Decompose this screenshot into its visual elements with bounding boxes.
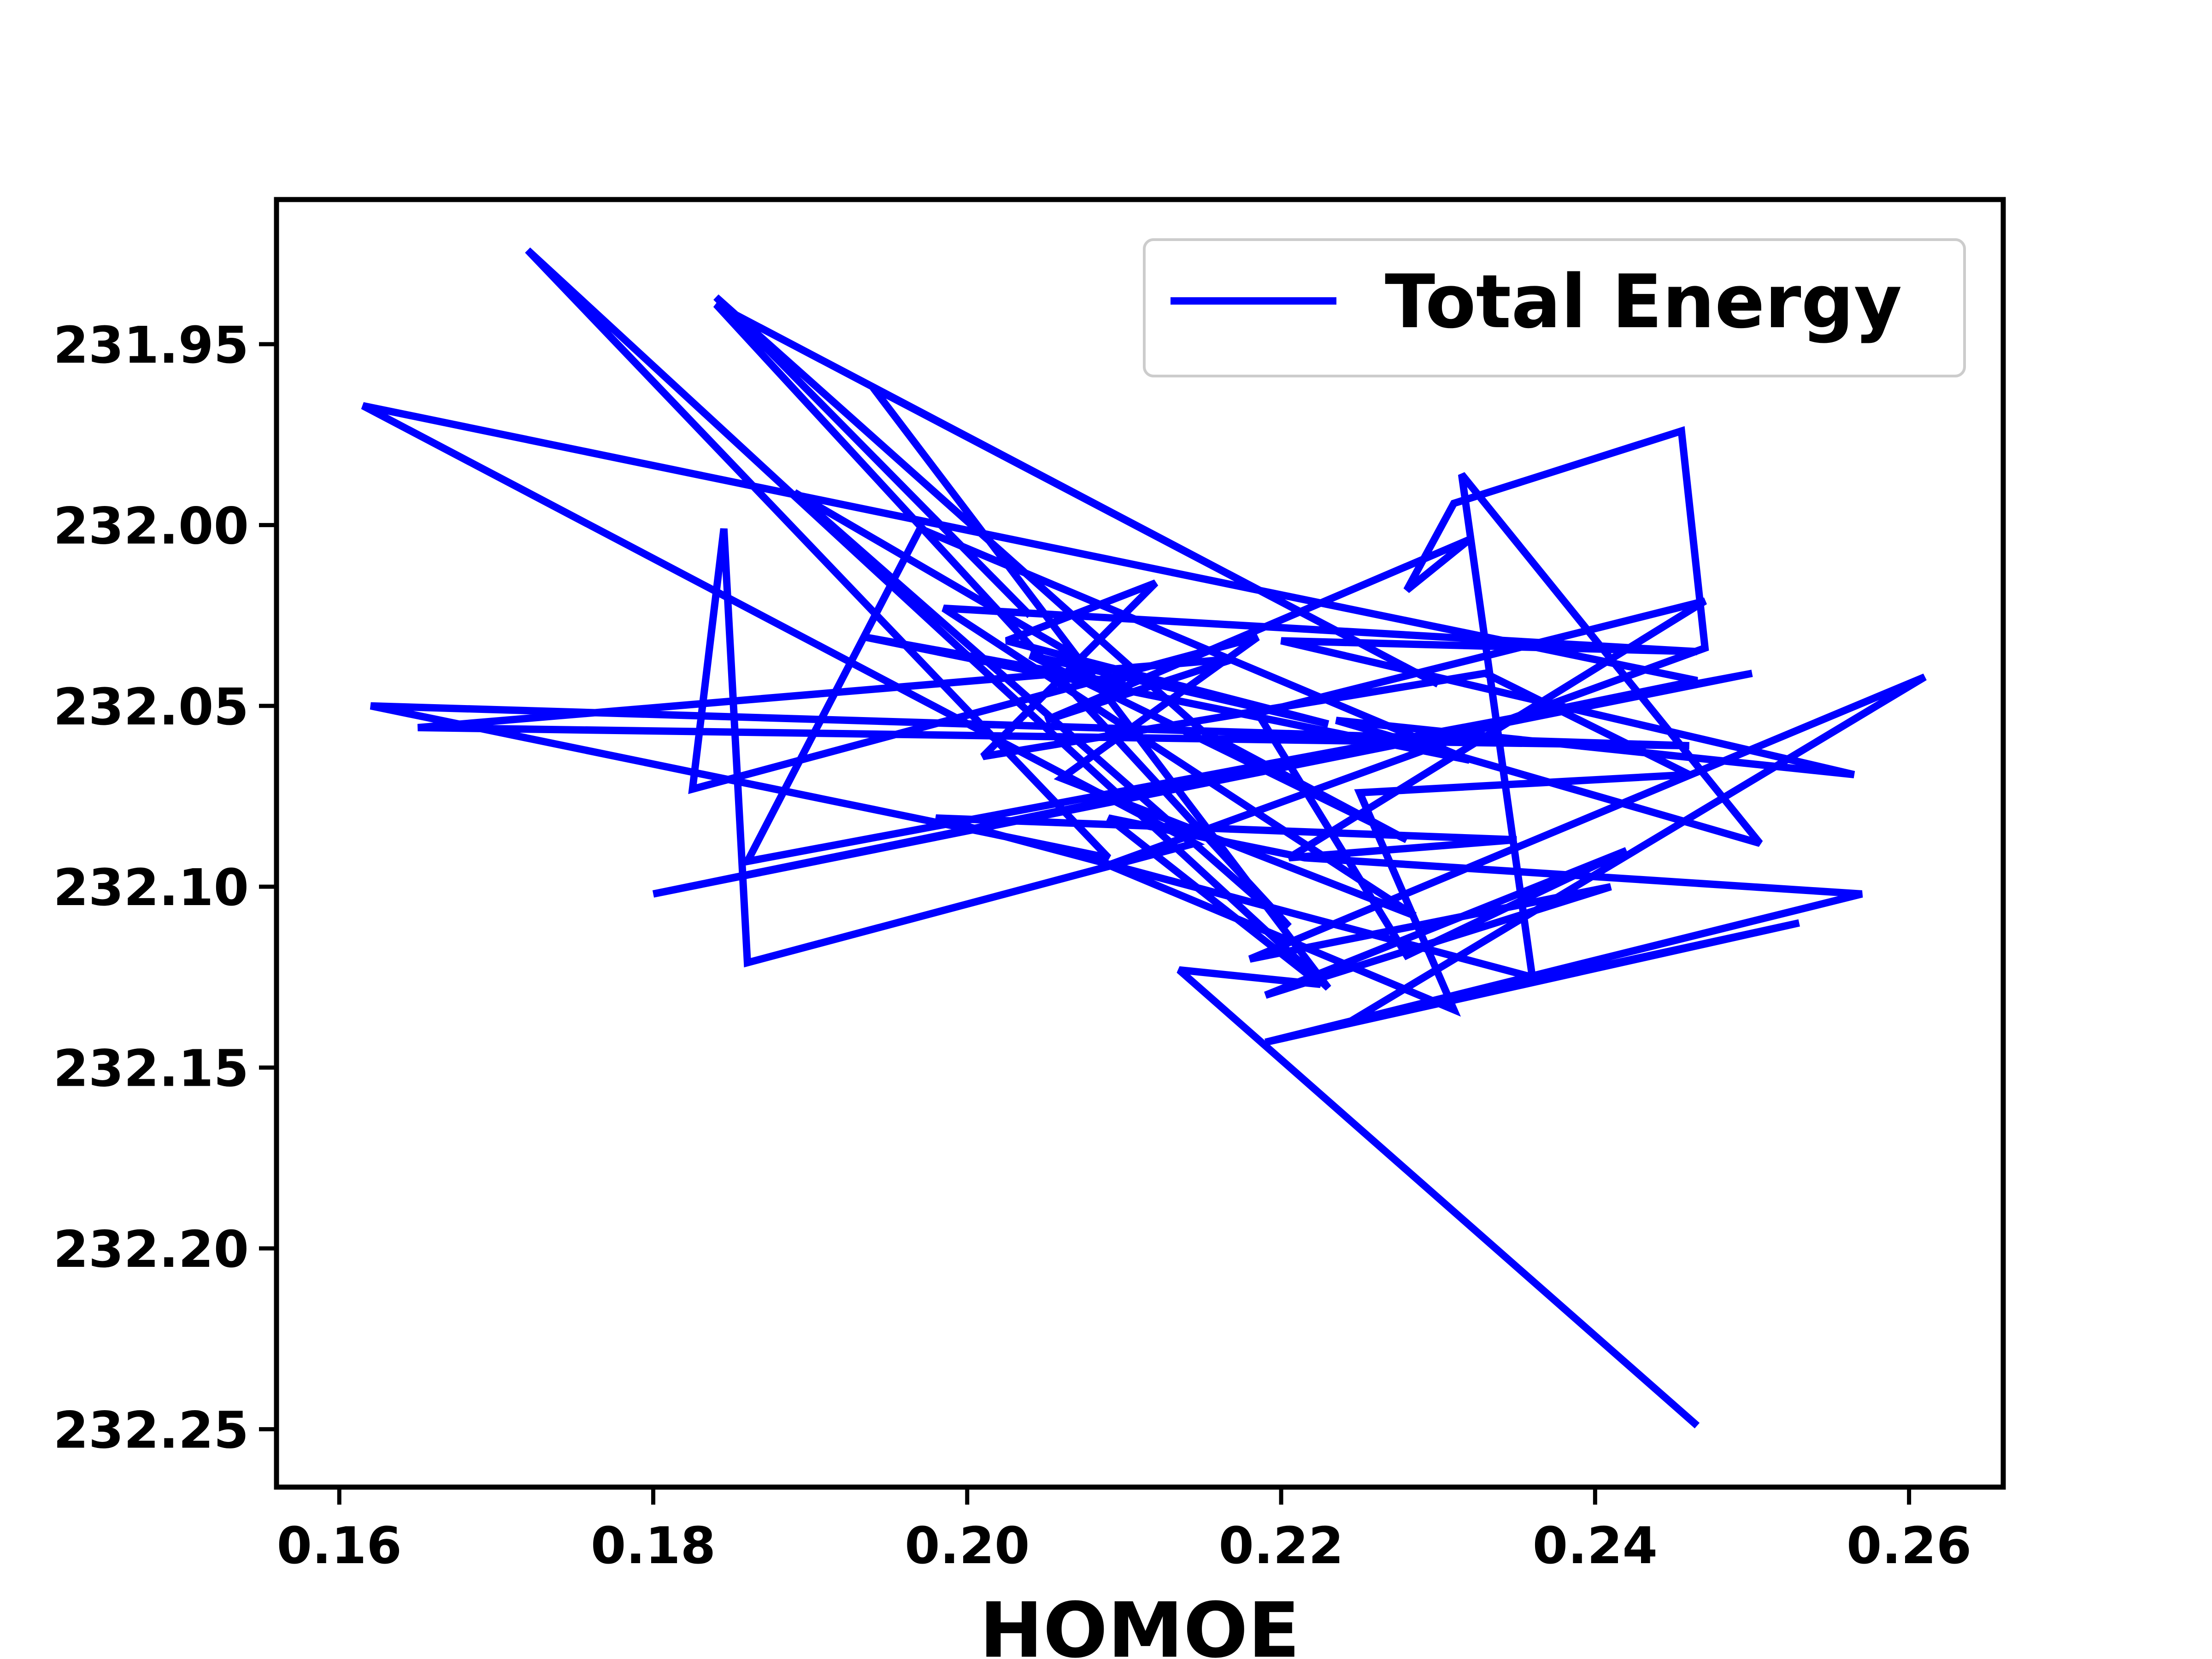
series-line-0 [361,247,1927,1429]
legend-label-total-energy: Total Energy [1385,259,1902,345]
y-tick-label: 232.20 [53,1220,249,1279]
plot-frame [274,197,2006,1490]
series-group [361,247,1927,1429]
y-tick-label: 232.15 [53,1039,249,1098]
x-tick-label: 0.22 [1218,1516,1343,1575]
x-axis: 0.16 0.18 0.20 0.22 0.24 0.26 [277,1487,1971,1575]
x-tick-label: 0.20 [905,1516,1030,1575]
legend: Total Energy [1143,238,1966,377]
y-tick-label: 231.95 [53,316,249,375]
x-tick-label: 0.24 [1533,1516,1658,1575]
legend-box [1143,238,1966,377]
y-tick-label: 232.00 [53,496,249,555]
x-axis-title: HOMOE [979,1586,1300,1659]
y-tick-label: 232.05 [53,677,249,736]
y-tick-label: 232.10 [53,858,249,917]
x-tick-label: 0.26 [1847,1516,1971,1575]
x-tick-label: 0.18 [591,1516,716,1575]
y-axis: 231.95 232.00 232.05 232.10 232.15 232.20 232.… [53,316,276,1459]
y-tick-label: 232.25 [53,1400,249,1459]
x-tick-label: 0.16 [277,1516,402,1575]
